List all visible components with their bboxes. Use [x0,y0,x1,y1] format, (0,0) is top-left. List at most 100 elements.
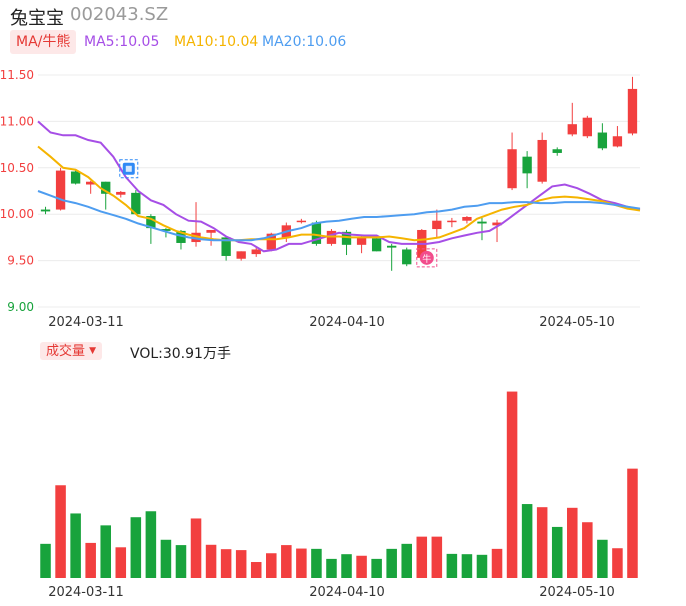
candle-down [221,237,231,261]
candle-body [266,233,276,250]
volume-bar [597,539,608,578]
candle-body [371,238,382,252]
volume-bar-chart[interactable]: 2024-03-11 2024-04-10 2024-05-10 [0,380,686,606]
volume-bar [55,485,66,578]
ma-indicator-selector[interactable]: MA/牛熊 [10,30,77,54]
candle-down [70,169,81,185]
stock-name: 兔宝宝 [10,8,64,29]
volume-bar [115,547,127,578]
volume-bar [281,545,292,578]
candle-body [612,136,623,147]
candle-down [387,243,397,271]
volume-value: VOL:30.91万手 [130,346,231,362]
price-axis-label: 9.50 [7,254,34,268]
candle-body [462,216,472,221]
price-axis-label: 11.00 [0,114,34,128]
candle-body [627,88,638,134]
volume-bar [160,539,172,578]
candle-body [251,249,261,255]
candle-up [447,217,457,228]
volume-bar [40,543,51,578]
candle-body [432,220,442,230]
candle-down [311,220,322,246]
volume-bar [205,544,217,578]
candle-body [191,232,201,243]
candle-body [55,170,66,210]
volume-bar [130,517,142,578]
volume-bar [100,525,111,578]
volume-bar [220,549,232,578]
price-axis-label: 9.00 [7,300,34,314]
volume-bar [551,526,563,578]
volume-bar [175,545,187,578]
candle-body [296,220,307,223]
candle-up [612,126,623,148]
volume-bar [431,536,443,578]
candle-body [597,132,608,149]
volume-bar [536,507,548,578]
bear-marker-frame [119,159,139,179]
candle-down [40,206,51,215]
bear-icon [119,159,139,179]
candle-down [161,228,171,238]
volume-bar [311,548,322,578]
volume-bar [446,553,458,578]
candle-body [477,221,487,224]
candle-body [522,156,532,174]
candle-body [311,222,322,244]
volume-bar [567,507,578,578]
candle-body [387,245,397,248]
volume-date-label: 2024-04-10 [309,585,385,600]
ma20-line [37,190,641,242]
candle-body [70,171,81,184]
volume-bar [190,518,202,578]
stock-code: 002043.SZ [70,4,169,25]
candle-body [402,249,412,265]
volume-bar [250,562,262,578]
volume-bar [401,543,412,578]
ma10-line [37,145,641,242]
candle-body [206,229,216,233]
volume-indicator-selector[interactable]: 成交量 ▼ [40,342,103,360]
candle-up [582,115,592,139]
candle-up [116,191,126,198]
candle-up [251,246,261,257]
ma5-legend: MA5:10.05 [84,34,160,50]
candle-body [86,181,96,185]
volume-bar [326,558,337,578]
volume-bar [506,391,518,578]
volume-bar [491,548,503,578]
bull-icon: 牛 [416,248,438,268]
volume-bar [266,553,277,578]
candle-body [101,181,111,194]
candle-body [221,237,231,256]
candle-body [161,229,171,231]
volume-bar [461,554,473,578]
price-date-label: 2024-04-10 [309,315,385,330]
volume-bar [235,550,247,578]
volume-bar [296,548,307,578]
candle-up [296,218,307,224]
candle-body [492,222,502,226]
bull-marker-frame [416,248,438,268]
candle-body [552,149,562,153]
candle-down [597,123,608,151]
volume-date-label: 2024-05-10 [539,585,615,600]
candle-body [116,191,126,195]
price-date-label: 2024-05-10 [539,315,615,330]
volume-bar [416,536,428,578]
candle-up [432,209,442,238]
candle-up [55,167,66,211]
volume-bar [386,548,397,578]
volume-bar [341,554,352,578]
candle-body [356,236,367,245]
candle-body [582,117,592,137]
volume-bar [521,504,533,578]
volume-bar [356,555,367,578]
volume-bar [371,558,382,578]
price-candlestick-chart[interactable]: 11.50 11.00 10.50 10.00 9.50 9.00 2024-03-11 20… [0,60,686,330]
candle-body [146,216,156,229]
candle-up [86,180,96,194]
candle-up [236,251,246,261]
candle-body [447,220,457,223]
